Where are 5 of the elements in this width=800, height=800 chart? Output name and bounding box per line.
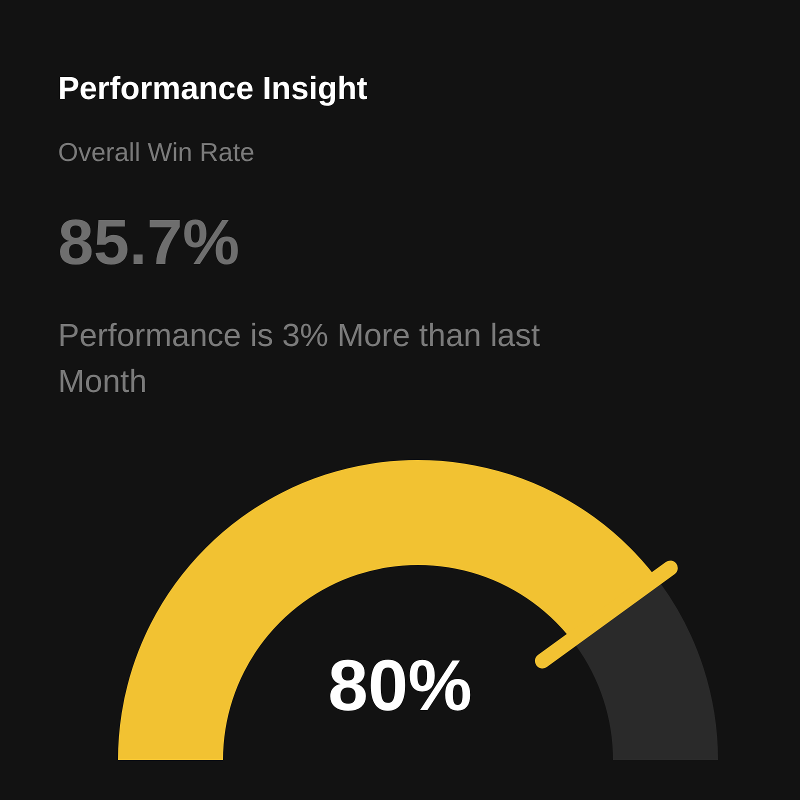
chart-title: Performance Insight	[58, 70, 368, 107]
chart-subtitle: Overall Win Rate	[58, 137, 254, 168]
data-label: 80%	[326, 645, 474, 727]
text: 85.7%	[58, 205, 240, 279]
text: Performance is 3% More than last Month	[58, 316, 541, 401]
